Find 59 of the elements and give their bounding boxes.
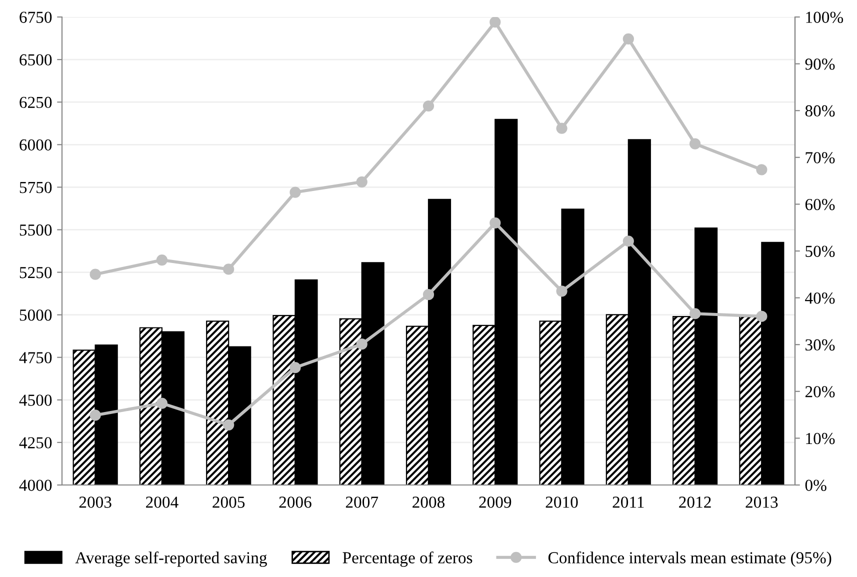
y-tick-label: 6250 xyxy=(20,96,52,108)
x-tick-label: 2005 xyxy=(212,496,245,508)
y-tick-label: 6500 xyxy=(20,54,52,66)
x-tick-label: 2004 xyxy=(146,496,178,508)
x-tick-label: 2010 xyxy=(546,496,578,508)
point xyxy=(90,410,101,421)
point xyxy=(622,33,634,45)
y-tick-label: 4000 xyxy=(19,480,52,491)
y2-tick-label: 40% xyxy=(805,292,835,304)
point xyxy=(223,264,234,275)
y2-tick-label: 80% xyxy=(805,105,835,117)
y-tick-label: 4500 xyxy=(19,394,52,406)
y-tick-label: 6000 xyxy=(20,139,52,151)
point xyxy=(356,176,368,188)
point xyxy=(556,122,568,134)
y2-tick-label: 10% xyxy=(806,432,835,444)
point xyxy=(156,398,168,409)
x-tick-label: 2003 xyxy=(79,496,112,508)
y2-tick-label: 50% xyxy=(806,246,835,257)
x-tick-label: 2007 xyxy=(346,496,378,508)
point xyxy=(622,236,634,247)
y-tick-label: 5750 xyxy=(20,182,52,194)
y2-tick-label: 30% xyxy=(806,339,835,351)
y2-tick-label: 60% xyxy=(805,198,835,210)
point xyxy=(756,164,768,176)
y2-tick-label: 20% xyxy=(805,386,835,398)
point xyxy=(422,100,434,112)
point xyxy=(422,289,434,300)
y2-tick-label: 70% xyxy=(806,152,835,164)
x-tick-label: 2009 xyxy=(479,496,512,508)
y-tick-label: 4250 xyxy=(19,437,52,448)
point xyxy=(90,268,101,280)
x-tick-label: 2013 xyxy=(746,496,778,508)
point xyxy=(490,17,501,28)
legend-label: Percentage of zeros xyxy=(342,551,472,567)
y-tick-label: 5000 xyxy=(20,310,52,321)
legend-label: Average self-reported saving xyxy=(75,551,267,567)
point xyxy=(290,362,301,374)
point xyxy=(290,186,301,198)
point xyxy=(556,286,568,297)
y2-tick-label: 0% xyxy=(805,480,826,491)
point xyxy=(689,308,701,320)
point xyxy=(756,310,768,322)
point xyxy=(156,254,168,266)
x-tick-label: 2011 xyxy=(612,496,644,508)
point xyxy=(223,419,234,430)
point xyxy=(490,217,501,228)
legend-label: Confidence intervals mean estimate (95%) xyxy=(548,551,832,567)
point xyxy=(356,338,368,350)
y-tick-label: 5500 xyxy=(20,224,52,236)
y-tick-label: 4750 xyxy=(19,352,52,364)
point xyxy=(689,138,701,150)
y-tick-label: 5250 xyxy=(20,266,52,278)
x-tick-label: 2006 xyxy=(279,496,312,508)
y2-tick-label: 90% xyxy=(805,58,835,70)
x-tick-label: 2008 xyxy=(412,496,445,508)
y2-tick-label: 100% xyxy=(806,12,844,23)
y-tick-label: 6750 xyxy=(20,12,52,23)
x-tick-label: 2012 xyxy=(679,496,711,508)
